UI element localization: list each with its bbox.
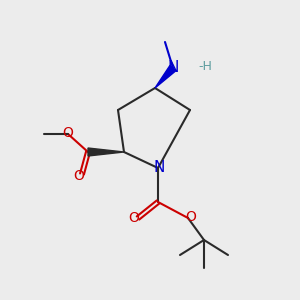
Text: O: O bbox=[186, 210, 196, 224]
Polygon shape bbox=[88, 148, 124, 156]
Text: O: O bbox=[63, 126, 74, 140]
Polygon shape bbox=[155, 65, 176, 88]
Text: O: O bbox=[74, 169, 84, 183]
Text: N: N bbox=[153, 160, 165, 175]
Text: -H: -H bbox=[198, 61, 212, 74]
Text: N: N bbox=[167, 59, 179, 74]
Text: O: O bbox=[129, 211, 140, 225]
